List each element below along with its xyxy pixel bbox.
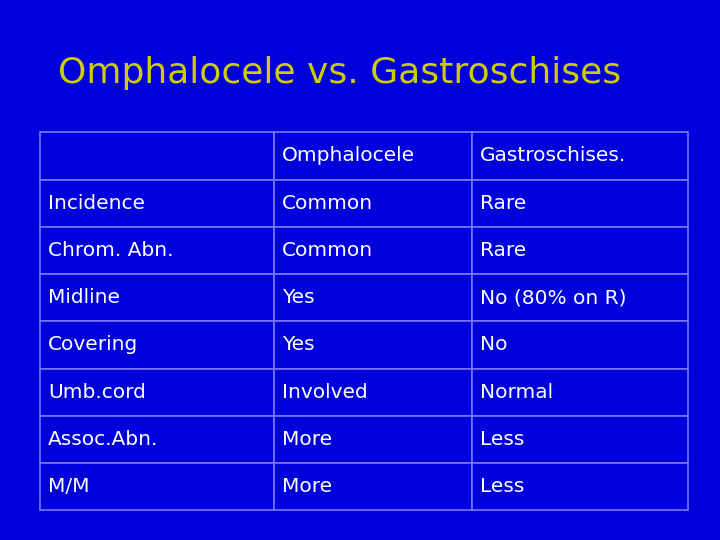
Bar [40,179,274,227]
Text: Chrom. Abn.: Chrom. Abn. [48,241,174,260]
Bar [472,274,688,321]
Bar [472,416,688,463]
Bar [472,463,688,510]
Text: Normal: Normal [480,383,554,402]
Text: Incidence: Incidence [48,194,145,213]
Bar [40,416,274,463]
Bar [40,321,274,368]
Bar [274,132,472,179]
Text: Less: Less [480,477,525,496]
Bar [40,274,274,321]
Bar [274,463,472,510]
Bar [472,321,688,368]
Text: Common: Common [282,241,374,260]
Bar [40,132,274,179]
Text: Covering: Covering [48,335,138,354]
Bar [472,132,688,179]
Bar [472,227,688,274]
Text: Yes: Yes [282,335,315,354]
Bar [40,463,274,510]
Text: No: No [480,335,508,354]
Text: M/M: M/M [48,477,90,496]
Text: More: More [282,477,333,496]
Text: Gastroschises.: Gastroschises. [480,146,626,165]
Text: More: More [282,430,333,449]
Text: Less: Less [480,430,525,449]
Text: Midline: Midline [48,288,120,307]
Text: Omphalocele: Omphalocele [282,146,415,165]
Bar [472,368,688,416]
Text: Omphalocele vs. Gastroschises: Omphalocele vs. Gastroschises [58,56,621,90]
Text: No (80% on R): No (80% on R) [480,288,626,307]
Bar [274,416,472,463]
Bar [40,368,274,416]
Text: Umb.cord: Umb.cord [48,383,146,402]
Text: Involved: Involved [282,383,368,402]
Text: Rare: Rare [480,241,526,260]
Text: Common: Common [282,194,374,213]
Bar [40,227,274,274]
Bar [472,179,688,227]
Bar [274,321,472,368]
Bar [274,274,472,321]
Text: Rare: Rare [480,194,526,213]
Bar [274,179,472,227]
Text: Yes: Yes [282,288,315,307]
Bar [274,368,472,416]
Text: Assoc.Abn.: Assoc.Abn. [48,430,158,449]
Bar [274,227,472,274]
